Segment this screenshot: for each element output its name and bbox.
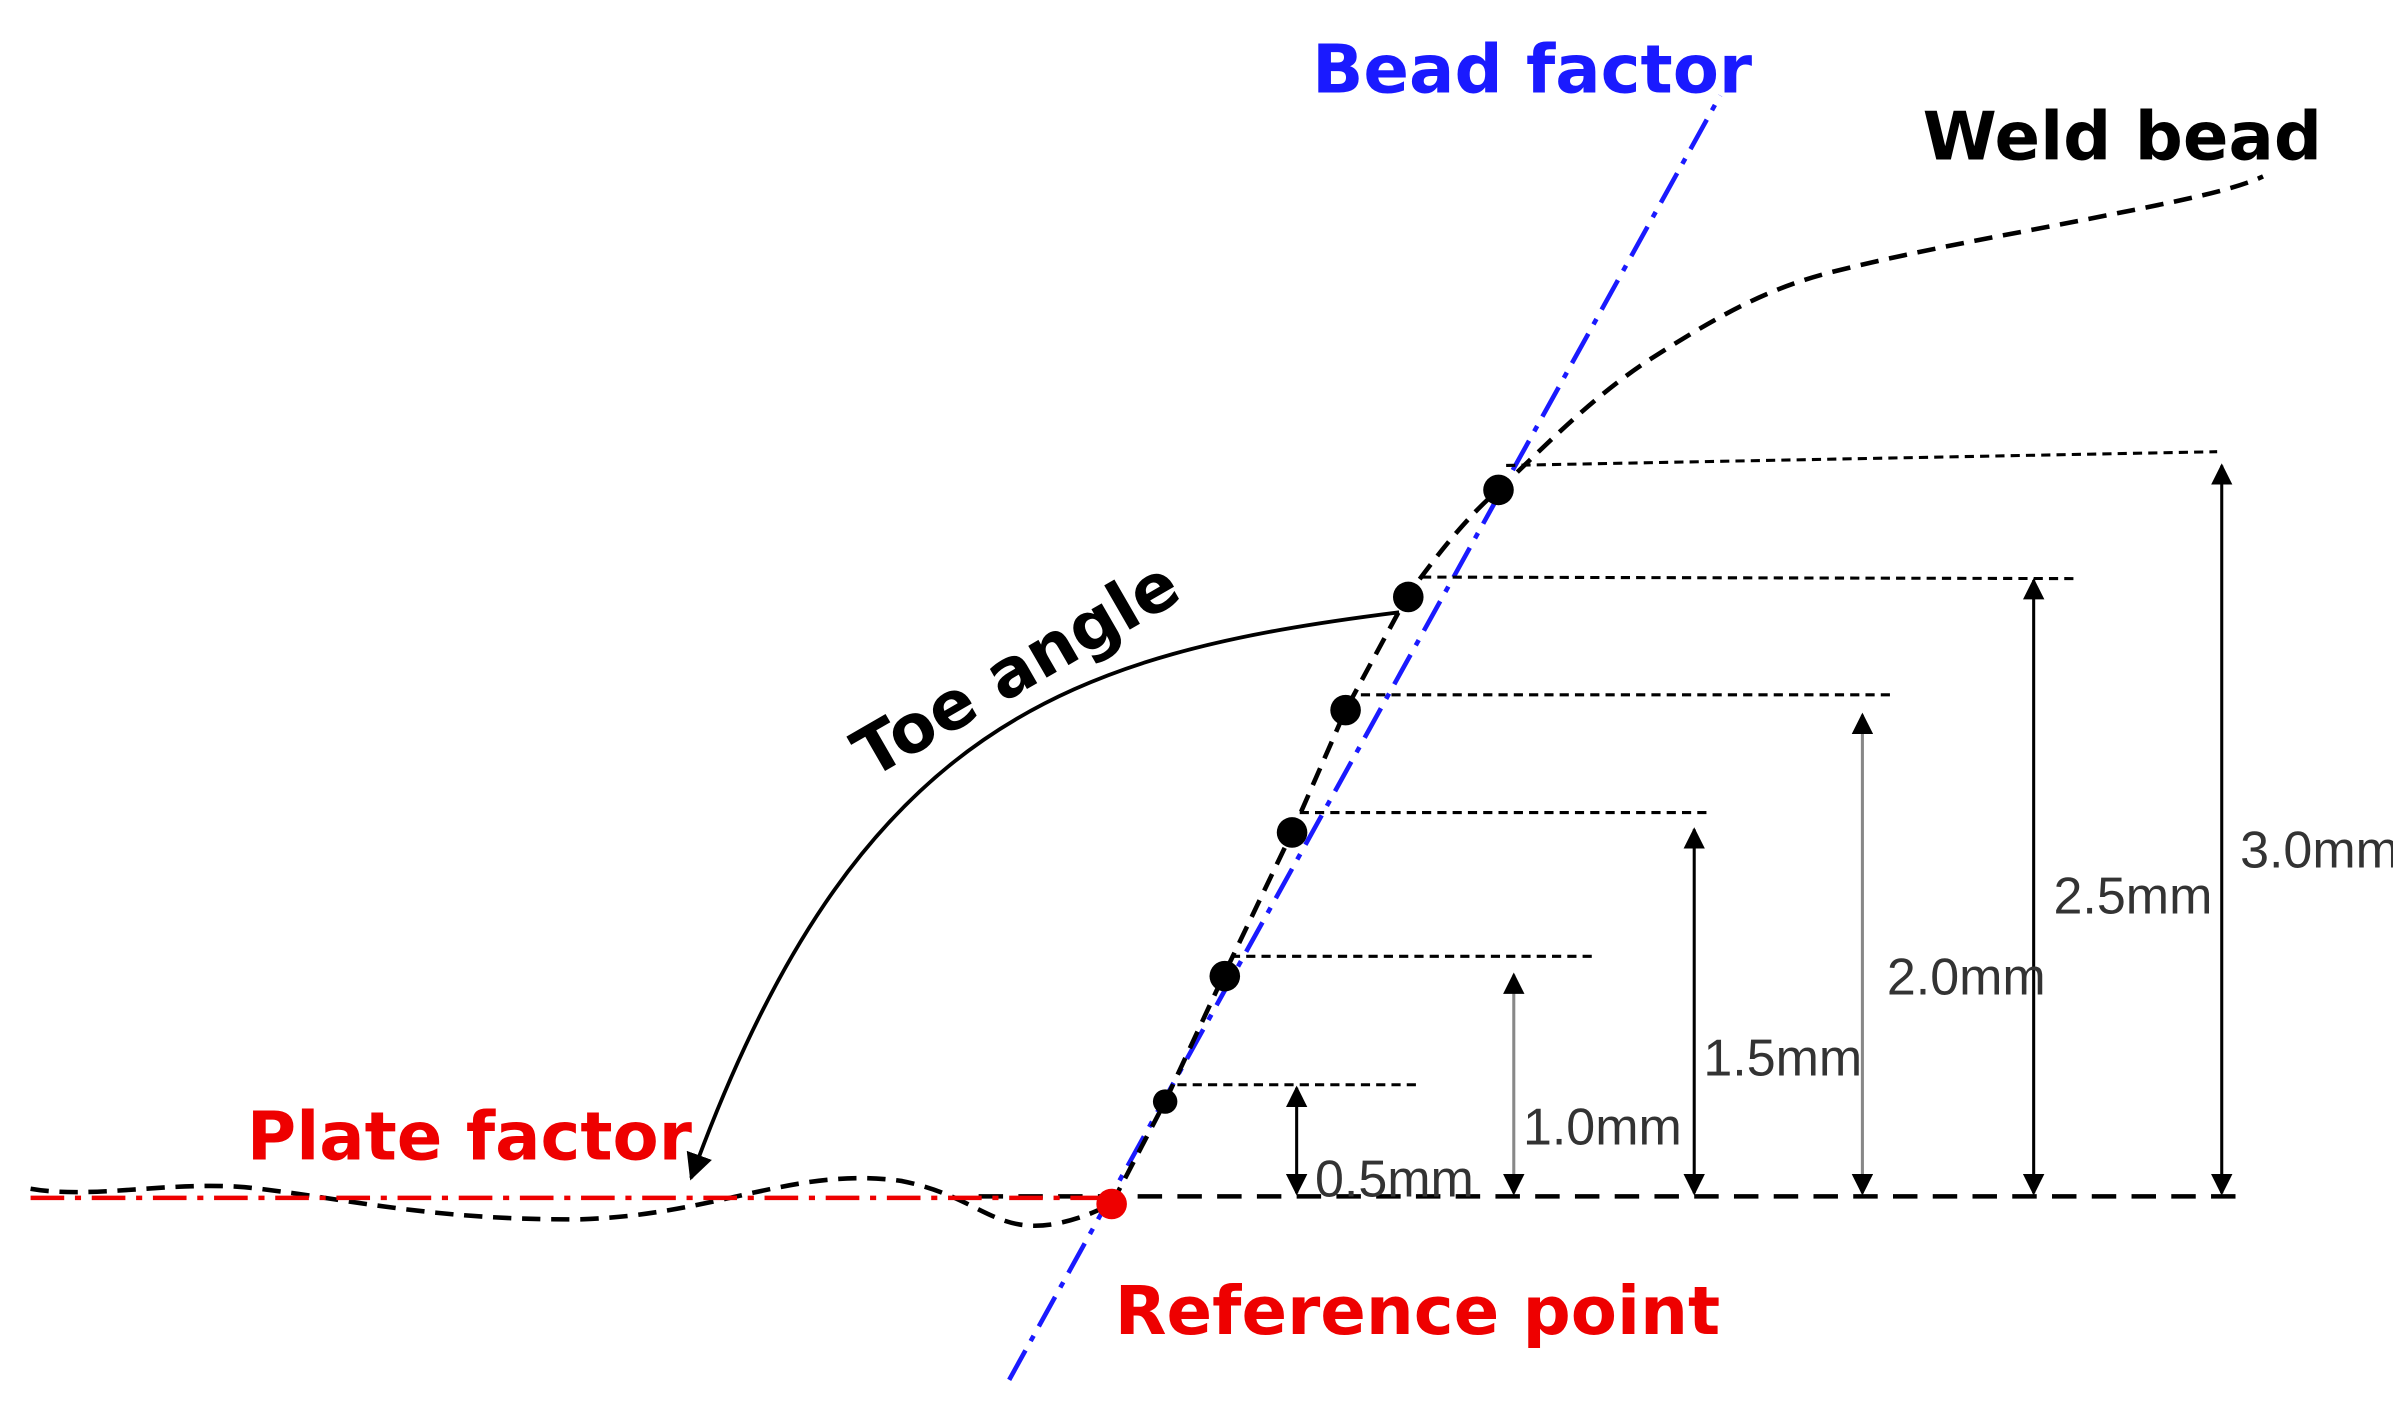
dimension-arrows [1285, 463, 2233, 1196]
dimension-label: 2.0mm [1887, 949, 2046, 1007]
toe-angle-arrow [686, 610, 1400, 1181]
reference-point-label: Reference point [1115, 1272, 1720, 1350]
reference-dot [1096, 1188, 1127, 1220]
bead-factor-label: Bead factor [1312, 30, 1752, 108]
bead-factor-line [1007, 94, 1723, 1381]
dimension-label: 2.5mm [2054, 867, 2213, 925]
dimension-label: 1.0mm [1523, 1098, 1682, 1156]
dimension-label: 1.5mm [1703, 1030, 1862, 1088]
plate-factor-label: Plate factor [247, 1098, 692, 1176]
height-lines [1177, 450, 2218, 1087]
weld-bead-profile [1109, 174, 2264, 1206]
plate-profile [30, 1175, 1113, 1228]
measure-points [1152, 474, 1514, 1114]
weld-bead-label: Weld bead [1923, 98, 2322, 176]
toe-angle-label: Toe angle [840, 544, 1193, 793]
dimension-label: 0.5mm [1315, 1150, 1474, 1208]
dimension-label: 3.0mm [2240, 822, 2393, 880]
